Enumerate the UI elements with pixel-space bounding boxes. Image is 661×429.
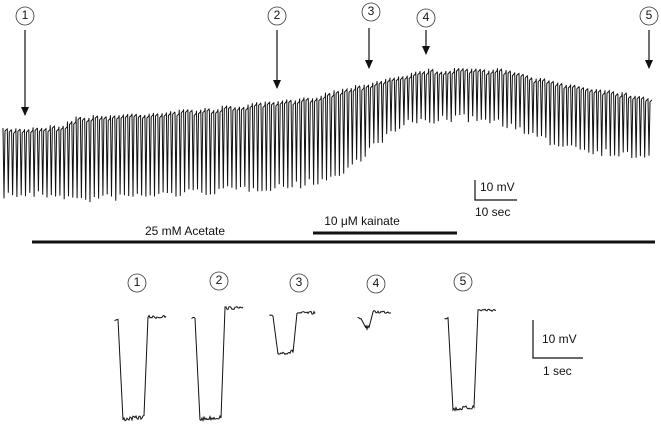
- top-marker: 2: [267, 6, 287, 89]
- scale-time: 10 sec: [475, 205, 510, 219]
- top-marker: 1: [15, 6, 35, 116]
- top-trace: [2, 68, 653, 203]
- sweep: [444, 308, 497, 412]
- marker-circle: [127, 273, 147, 293]
- scale-bar: [474, 180, 517, 201]
- scale-time: 1 sec: [543, 364, 572, 378]
- arrow-head: [365, 60, 373, 69]
- sweep: [191, 305, 244, 423]
- top-marker: 5: [639, 6, 659, 69]
- marker-circle: [639, 6, 659, 26]
- marker-label: 1: [22, 8, 29, 22]
- bottom-markers: 1 2 3 4 5: [127, 271, 473, 294]
- marker-label: 4: [373, 276, 380, 290]
- arrow-head: [21, 107, 29, 116]
- marker-circle: [366, 274, 386, 294]
- acetate-label: 25 mM Acetate: [145, 224, 225, 238]
- arrow-head: [273, 80, 281, 89]
- scale-bar: [532, 320, 583, 359]
- marker-circle: [361, 2, 381, 22]
- scale-voltage: 10 mV: [480, 180, 515, 194]
- sweep: [114, 314, 167, 422]
- marker-circle: [267, 6, 287, 26]
- marker-label: 3: [296, 275, 303, 289]
- top-marker: 3: [361, 2, 381, 69]
- sweep: [357, 310, 392, 331]
- bottom-traces: [114, 305, 497, 423]
- marker-circle: [453, 272, 473, 292]
- marker-label: 2: [216, 273, 223, 287]
- arrow-head: [645, 60, 653, 69]
- marker-label: 1: [134, 275, 141, 289]
- marker-circle: [289, 273, 309, 293]
- marker-label: 2: [274, 8, 281, 22]
- marker-label: 5: [460, 274, 467, 288]
- arrow-head: [422, 46, 430, 55]
- kainate-label: 10 μM kainate: [324, 214, 400, 228]
- marker-circle: [209, 271, 229, 291]
- trace: [2, 68, 653, 203]
- marker-label: 4: [423, 10, 430, 24]
- marker-label: 3: [368, 4, 375, 18]
- scale-voltage: 10 mV: [542, 332, 577, 346]
- marker-label: 5: [646, 8, 653, 22]
- top-marker: 4: [416, 8, 436, 55]
- marker-circle: [15, 6, 35, 26]
- marker-circle: [416, 8, 436, 28]
- sweep: [269, 310, 316, 356]
